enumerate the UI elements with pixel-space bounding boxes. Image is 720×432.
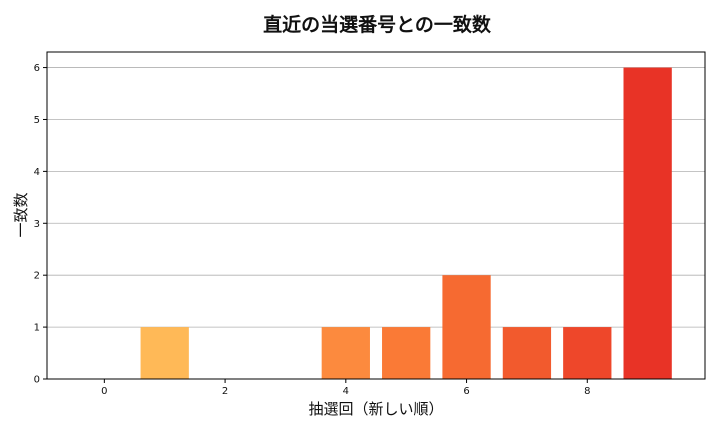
x-tick-label: 4: [343, 386, 349, 397]
y-tick-label: 6: [34, 63, 40, 74]
grid: [47, 67, 705, 328]
bar: [382, 327, 431, 379]
x-tick-label: 6: [463, 386, 469, 397]
y-tick-label: 3: [34, 219, 40, 230]
bar: [321, 327, 370, 379]
bar: [140, 327, 189, 379]
x-tick-label: 0: [101, 386, 107, 397]
y-tick-label: 2: [34, 271, 40, 282]
bar: [442, 275, 491, 379]
y-axis-label: 一致数: [12, 192, 30, 237]
bar: [563, 327, 612, 379]
y-tick-label: 5: [34, 115, 40, 126]
y-tick-label: 1: [34, 323, 40, 334]
x-tick-label: 2: [222, 386, 228, 397]
x-axis: 0 2 4 6 8: [101, 379, 590, 397]
bars: [140, 67, 672, 380]
plot-frame: [46, 51, 706, 380]
bar: [623, 67, 672, 380]
bar: [502, 327, 552, 379]
chart-title: 直近の当選番号との一致数: [263, 13, 492, 36]
x-tick-label: 8: [584, 386, 590, 397]
x-axis-label: 抽選回（新しい順）: [308, 400, 443, 418]
y-tick-label: 0: [34, 375, 40, 386]
y-tick-label: 4: [34, 167, 40, 178]
y-axis: 0 1 2 3 4 5 6: [34, 63, 47, 386]
